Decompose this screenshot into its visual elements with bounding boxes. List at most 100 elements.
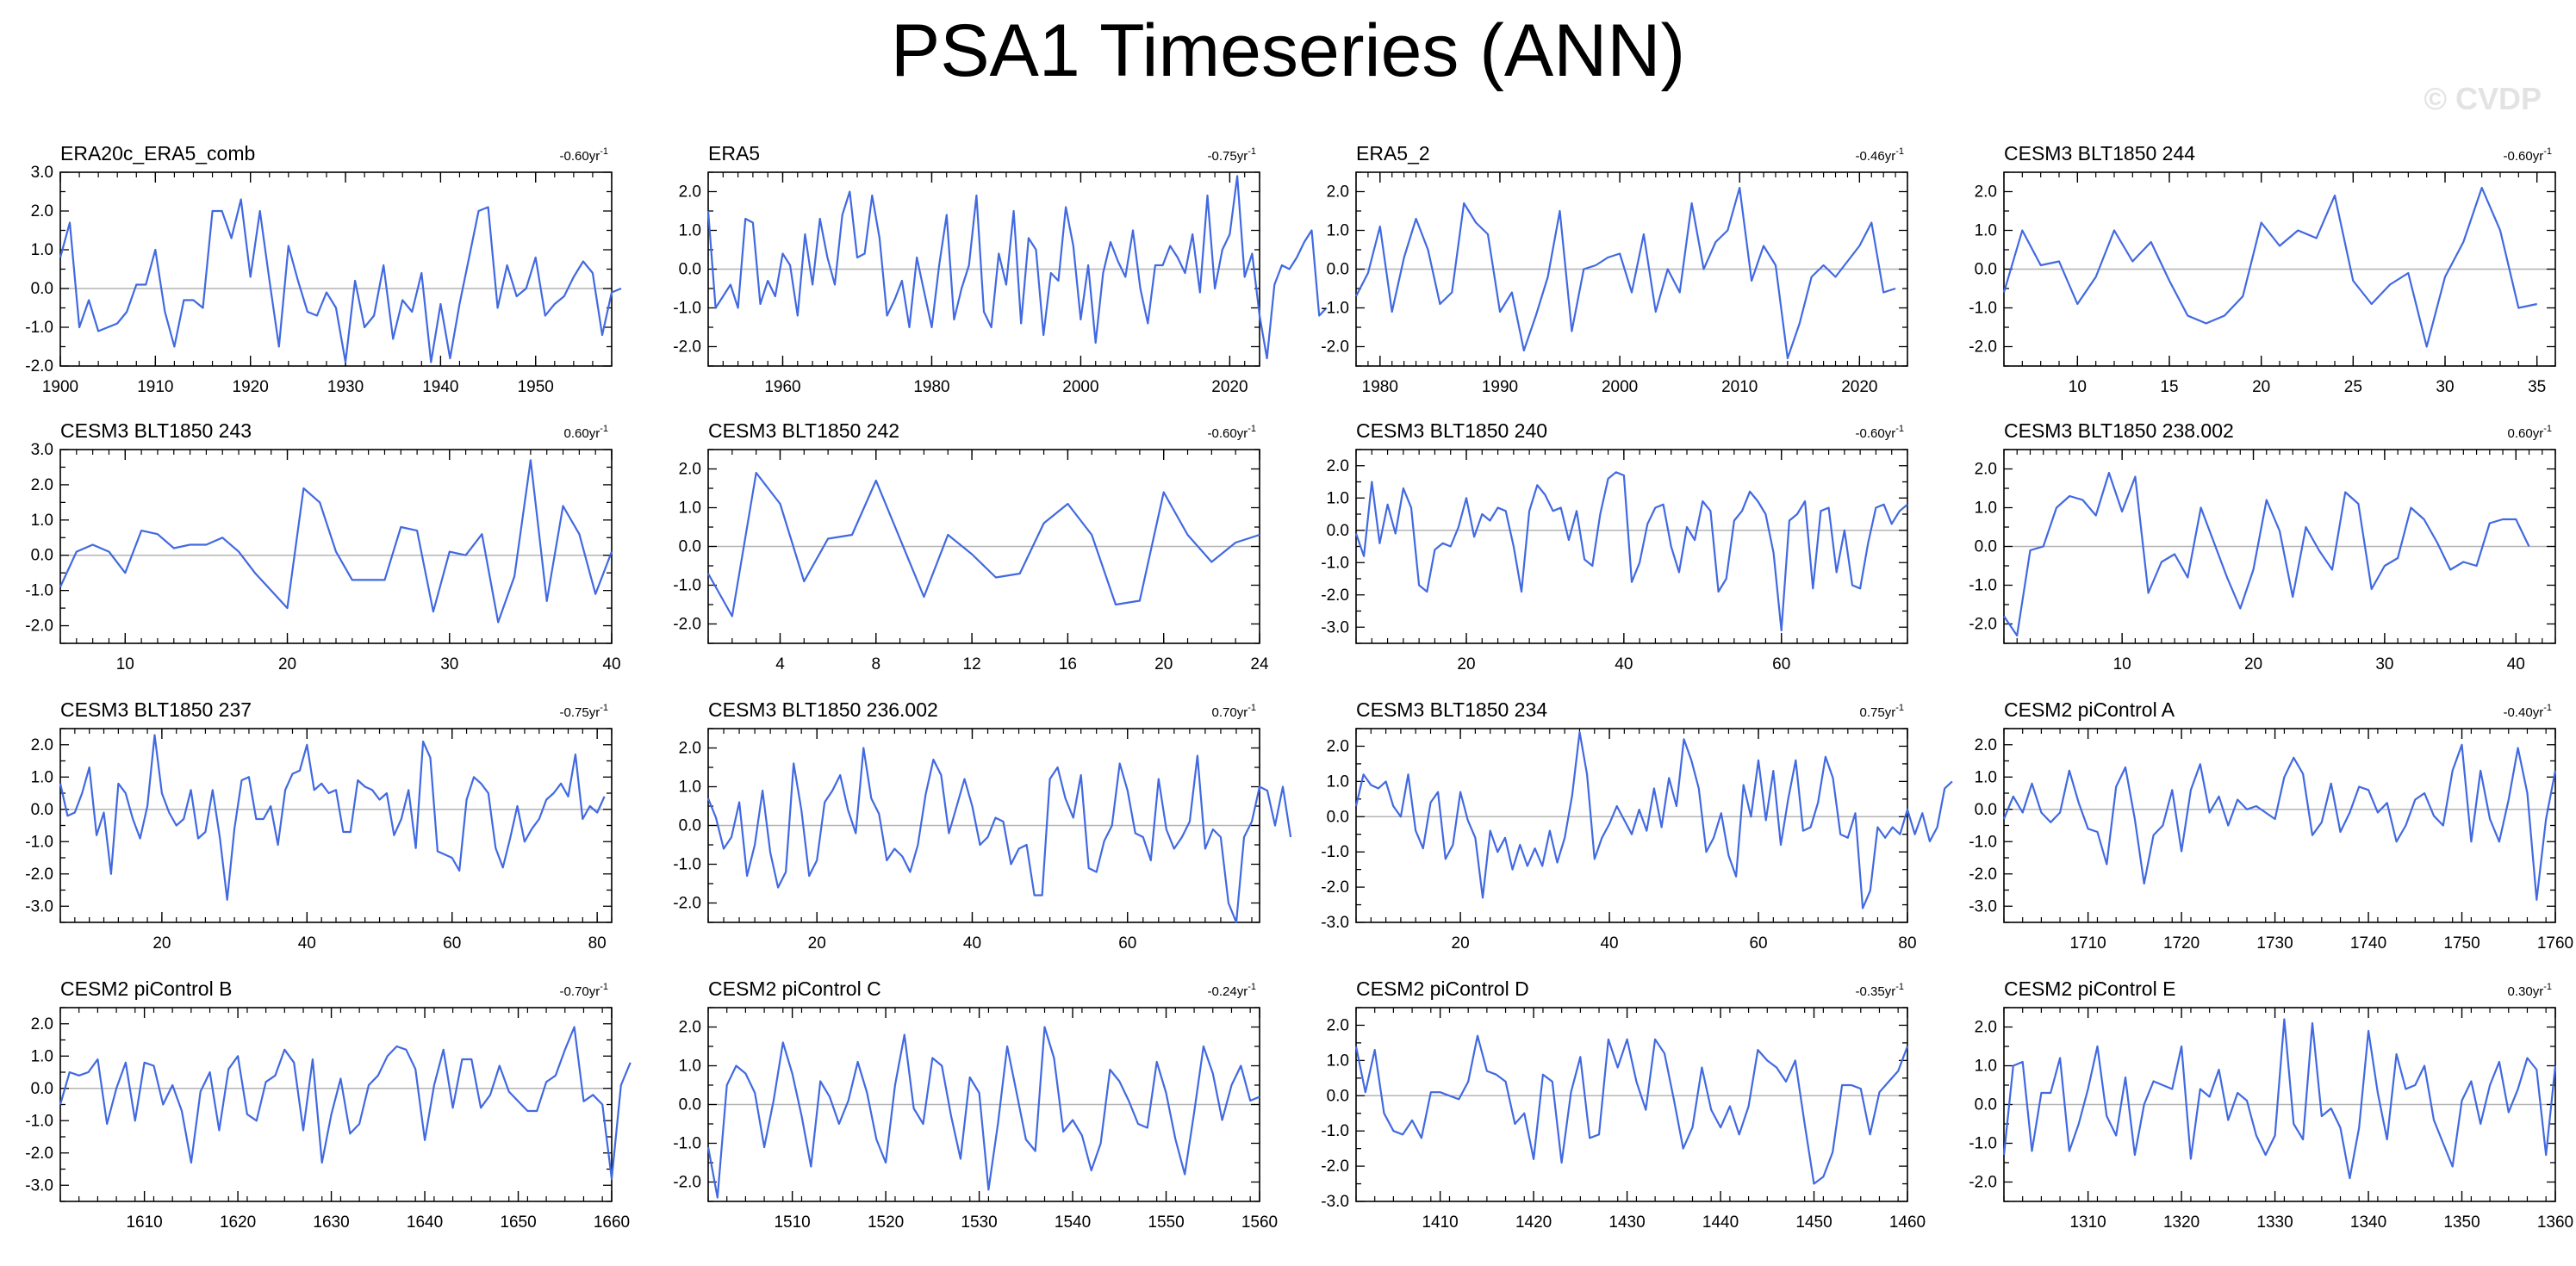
y-tick-label: 1.0 xyxy=(1327,773,1349,791)
y-tick-label: 1.0 xyxy=(679,500,701,518)
y-tick-label: 1.0 xyxy=(679,779,701,797)
x-tick-label: 60 xyxy=(1772,655,1790,673)
y-tick-label: -2.0 xyxy=(1321,1157,1349,1176)
x-tick-label: 1710 xyxy=(2069,934,2106,953)
panel-title: CESM3 BLT1850 237 xyxy=(60,698,252,721)
panel-title: CESM3 BLT1850 243 xyxy=(60,419,252,442)
y-tick-label: -1.0 xyxy=(1321,300,1349,318)
x-tick-label: 1540 xyxy=(1055,1213,1091,1232)
x-tick-label: 10 xyxy=(2113,655,2131,673)
panel-title: ERA5_2 xyxy=(1356,142,1430,164)
y-tick-label: 1.0 xyxy=(1327,222,1349,240)
y-tick-label: 2.0 xyxy=(1327,183,1349,202)
x-tick-label: 1560 xyxy=(1241,1213,1278,1232)
y-tick-label: -1.0 xyxy=(673,1135,701,1153)
x-tick-label: 1610 xyxy=(126,1213,162,1232)
y-tick-label: 0.0 xyxy=(1975,801,1997,819)
x-tick-label: 1330 xyxy=(2256,1213,2293,1232)
x-tick-label: 8 xyxy=(871,655,880,673)
x-tick-label: 4 xyxy=(775,655,785,673)
series-line xyxy=(706,1026,1260,1199)
y-tick-label: 2.0 xyxy=(1327,1016,1349,1034)
y-tick-label: -3.0 xyxy=(25,1176,53,1195)
y-tick-label: 1.0 xyxy=(31,1047,53,1065)
x-tick-label: 1980 xyxy=(1362,378,1398,396)
x-tick-label: 1530 xyxy=(961,1213,997,1232)
x-tick-label: 2000 xyxy=(1602,378,1638,396)
y-tick-label: 2.0 xyxy=(1975,1019,1997,1037)
y-tick-label: 2.0 xyxy=(679,740,701,758)
series-line xyxy=(1354,1034,1909,1185)
y-tick-label: -1.0 xyxy=(25,582,53,600)
x-tick-label: 24 xyxy=(1250,655,1269,673)
panel-title: ERA5 xyxy=(708,142,760,164)
y-tick-label: -2.0 xyxy=(1321,338,1349,357)
x-tick-label: 1650 xyxy=(500,1213,536,1232)
y-tick-label: -2.0 xyxy=(1969,616,1997,634)
plot-frame xyxy=(1355,1007,1908,1202)
x-tick-label: 2000 xyxy=(1062,378,1098,396)
panel-9: CESM3 BLT1850 237 -0.75yr-1 -3.0 -2.0 -1.0 0.… xyxy=(25,698,613,953)
y-tick-label: -1.0 xyxy=(25,833,53,851)
y-tick-label: 0.0 xyxy=(1327,808,1349,826)
series-line xyxy=(59,198,622,363)
x-tick-label: 12 xyxy=(963,655,981,673)
x-tick-label: 2020 xyxy=(1211,378,1248,396)
x-tick-label: 20 xyxy=(1154,655,1173,673)
series-line xyxy=(707,471,1260,617)
series-line xyxy=(59,1026,632,1180)
y-tick-label: 0.0 xyxy=(31,1080,53,1098)
y-tick-label: 0.0 xyxy=(1975,1096,1997,1114)
x-tick-label: 40 xyxy=(1615,655,1633,673)
panel-title: CESM3 BLT1850 244 xyxy=(2004,142,2195,164)
x-tick-label: 20 xyxy=(152,934,171,953)
y-tick-label: -3.0 xyxy=(25,897,53,915)
series-line xyxy=(1354,730,1953,909)
series-line xyxy=(706,747,1292,924)
y-tick-label: 0.0 xyxy=(31,801,53,819)
y-tick-label: 2.0 xyxy=(679,183,701,202)
y-tick-label: 0.0 xyxy=(31,280,53,298)
y-tick-label: 1.0 xyxy=(1975,768,1997,786)
panel-16: CESM2 piControl E 0.30yr-1 -2.0 -1.0 0.0 1.0 2… xyxy=(1969,977,2573,1232)
trend-label: 0.30yr-1 xyxy=(2508,982,2552,999)
x-tick-label: 1440 xyxy=(1702,1213,1739,1232)
panel-10: CESM3 BLT1850 236.002 0.70yr-1 -2.0 -1.0 0.0… xyxy=(673,698,1292,953)
series-line xyxy=(59,459,613,624)
trend-label: -0.70yr-1 xyxy=(560,982,608,999)
plot-frame xyxy=(59,171,613,367)
y-tick-label: -1.0 xyxy=(673,577,701,595)
series-line xyxy=(706,175,1328,360)
x-tick-label: 1410 xyxy=(1422,1213,1458,1232)
panel-11: CESM3 BLT1850 234 0.75yr-1 -3.0 -2.0 -1.0 0.0… xyxy=(1321,698,1953,953)
y-tick-label: -2.0 xyxy=(1321,878,1349,897)
y-tick-label: -2.0 xyxy=(1969,1174,1997,1192)
x-tick-label: 60 xyxy=(1749,934,1767,953)
x-tick-label: 1510 xyxy=(774,1213,810,1232)
y-tick-label: 2.0 xyxy=(1975,461,1997,479)
x-tick-label: 1760 xyxy=(2537,934,2573,953)
x-tick-label: 1630 xyxy=(313,1213,349,1232)
x-tick-label: 35 xyxy=(2528,378,2546,396)
panel-title: CESM3 BLT1850 236.002 xyxy=(708,698,938,721)
y-tick-label: -1.0 xyxy=(1969,1135,1997,1153)
y-tick-label: -2.0 xyxy=(25,617,53,636)
panel-title: CESM3 BLT1850 242 xyxy=(708,419,899,442)
x-tick-label: 1990 xyxy=(1482,378,1518,396)
y-tick-label: -2.0 xyxy=(673,1174,701,1192)
panel-title: CESM3 BLT1850 240 xyxy=(1356,419,1547,442)
x-tick-label: 1450 xyxy=(1795,1213,1832,1232)
x-tick-label: 10 xyxy=(116,655,134,673)
panel-5: CESM3 BLT1850 243 0.60yr-1 -2.0 -1.0 0.0 1.0 2… xyxy=(25,419,620,673)
y-tick-label: 0.0 xyxy=(679,538,701,556)
trend-label: -0.40yr-1 xyxy=(2504,703,2552,720)
series-line xyxy=(2002,743,2557,901)
panel-1: ERA20c_ERA5_comb -0.60yr-1 -2.0 -1.0 0.0 1.0 2… xyxy=(25,142,622,396)
y-tick-label: -1.0 xyxy=(1321,1122,1349,1140)
x-tick-label: 1460 xyxy=(1889,1213,1926,1232)
y-tick-label: -1.0 xyxy=(25,1112,53,1130)
x-tick-label: 1910 xyxy=(137,378,173,396)
trend-label: -0.24yr-1 xyxy=(1208,982,1256,999)
panel-title: CESM2 piControl D xyxy=(1356,977,1529,1000)
x-tick-label: 1420 xyxy=(1515,1213,1552,1232)
